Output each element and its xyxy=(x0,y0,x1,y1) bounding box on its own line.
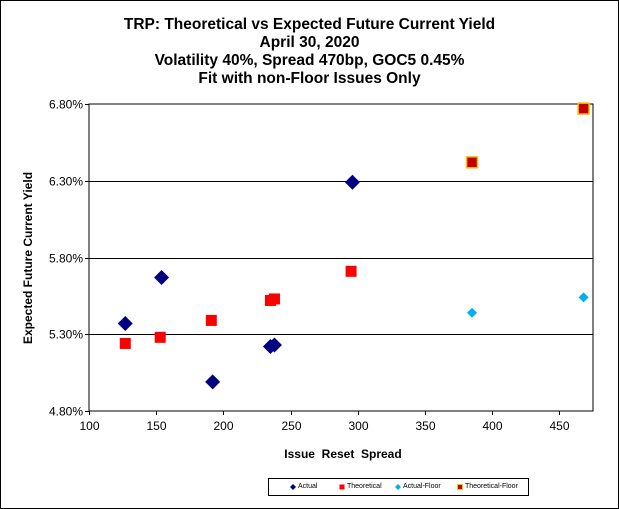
x-tick-label: 250 xyxy=(281,419,301,433)
theoretical-point xyxy=(268,293,280,305)
actual-point xyxy=(344,174,360,190)
theoretical-point xyxy=(154,331,166,343)
x-tick-label: 300 xyxy=(348,419,368,433)
legend-actual-marker xyxy=(290,484,296,490)
theoretical-floor-point xyxy=(465,156,479,169)
y-tick-label: 5.30% xyxy=(49,328,83,342)
x-axis-label: Issue Reset Spread xyxy=(284,447,401,461)
x-tick-label: 100 xyxy=(79,419,99,433)
x-tick-label: 450 xyxy=(549,419,569,433)
chart-title: TRP: Theoretical vs Expected Future Curr… xyxy=(0,16,619,88)
legend-theoretical-floor-label: Theoretical-Floor xyxy=(465,483,518,490)
actual-point xyxy=(266,337,282,353)
actual-point xyxy=(154,269,170,285)
theoretical-point xyxy=(205,314,217,326)
theoretical-point xyxy=(119,337,131,349)
legend-theoretical-marker xyxy=(339,484,345,490)
actual-point xyxy=(117,316,133,332)
y-tick-label: 5.80% xyxy=(49,252,83,266)
theoretical-floor-point xyxy=(577,102,590,115)
y-tick-label: 6.80% xyxy=(49,98,83,112)
actual-floor-point xyxy=(467,307,478,318)
plot-area xyxy=(88,103,594,412)
legend-theoretical-label: Theoretical xyxy=(347,483,382,490)
chart-title-line-2: April 30, 2020 xyxy=(259,34,360,51)
x-tick-label: 150 xyxy=(146,419,166,433)
theoretical-point xyxy=(345,265,357,277)
chart-title-line-3: Volatility 40%, Spread 470bp, GOC5 0.45% xyxy=(154,52,465,69)
legend-theoretical-floor-marker xyxy=(457,484,463,490)
legend-actual-floor-marker xyxy=(395,484,401,490)
legend-actual-floor-label: Actual-Floor xyxy=(403,483,441,490)
x-tick-label: 350 xyxy=(415,419,435,433)
y-tick-label: 6.30% xyxy=(49,175,83,189)
x-tick-label: 200 xyxy=(213,419,233,433)
y-axis-label: Expected Future Current Yield xyxy=(21,172,35,344)
actual-floor-point xyxy=(578,292,589,303)
actual-point xyxy=(205,374,221,390)
chart-title-line-4: Fit with non-Floor Issues Only xyxy=(198,70,421,87)
legend-actual-label: Actual xyxy=(298,483,318,490)
chart-title-line-1: TRP: Theoretical vs Expected Future Curr… xyxy=(123,16,496,33)
y-tick-label: 4.80% xyxy=(49,405,83,419)
legend: Actual Theoretical Actual-Floor Theoreti… xyxy=(268,478,529,496)
x-tick-label: 400 xyxy=(482,419,502,433)
